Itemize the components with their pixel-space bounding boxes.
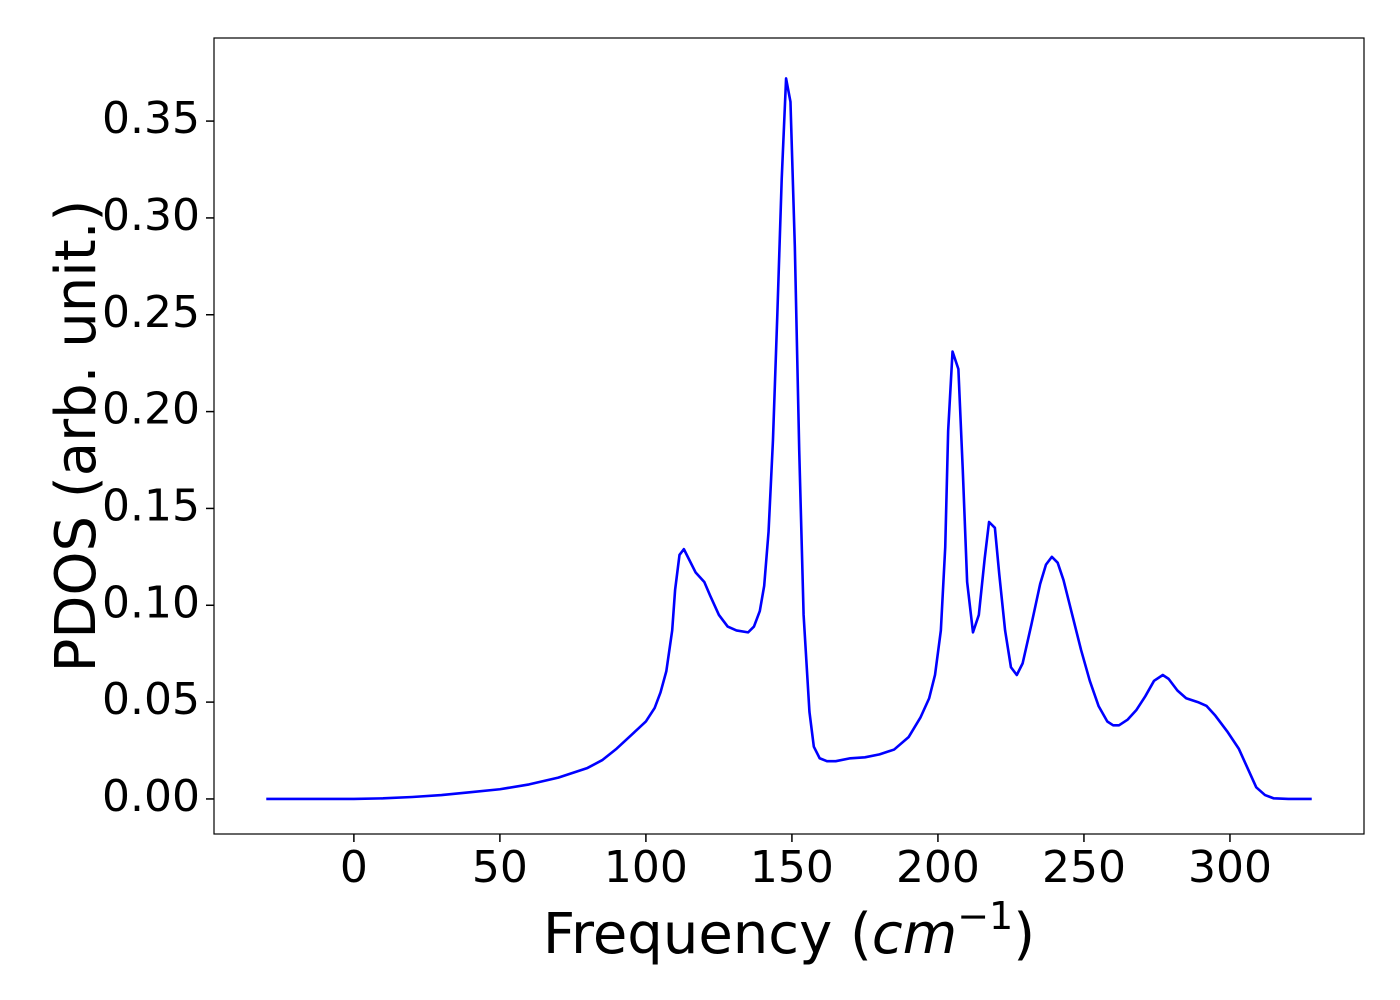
x-tick-label: 250 [1042, 842, 1126, 893]
data-line [266, 77, 1312, 801]
x-tick-label: 0 [340, 842, 368, 893]
x-tick-label: 50 [472, 842, 528, 893]
y-axis-label: PDOS (arb. unit.) [44, 200, 109, 673]
y-tick-label: 0.15 [102, 480, 200, 531]
y-tick-label: 0.20 [102, 384, 200, 435]
y-tick-label: 0.00 [102, 771, 200, 822]
x-tick-label: 300 [1188, 842, 1272, 893]
plot-frame [213, 37, 1365, 835]
y-tick-label: 0.25 [102, 287, 200, 338]
y-tick-label: 0.05 [102, 674, 200, 725]
x-tick-label: 150 [750, 842, 834, 893]
y-tick-label: 0.10 [102, 577, 200, 628]
x-tick-label: 100 [604, 842, 688, 893]
x-axis-label: Frequency (cm−1) [543, 894, 1035, 967]
y-tick-label: 0.35 [102, 93, 200, 144]
x-tick-label: 200 [896, 842, 980, 893]
y-tick-label: 0.30 [102, 190, 200, 241]
